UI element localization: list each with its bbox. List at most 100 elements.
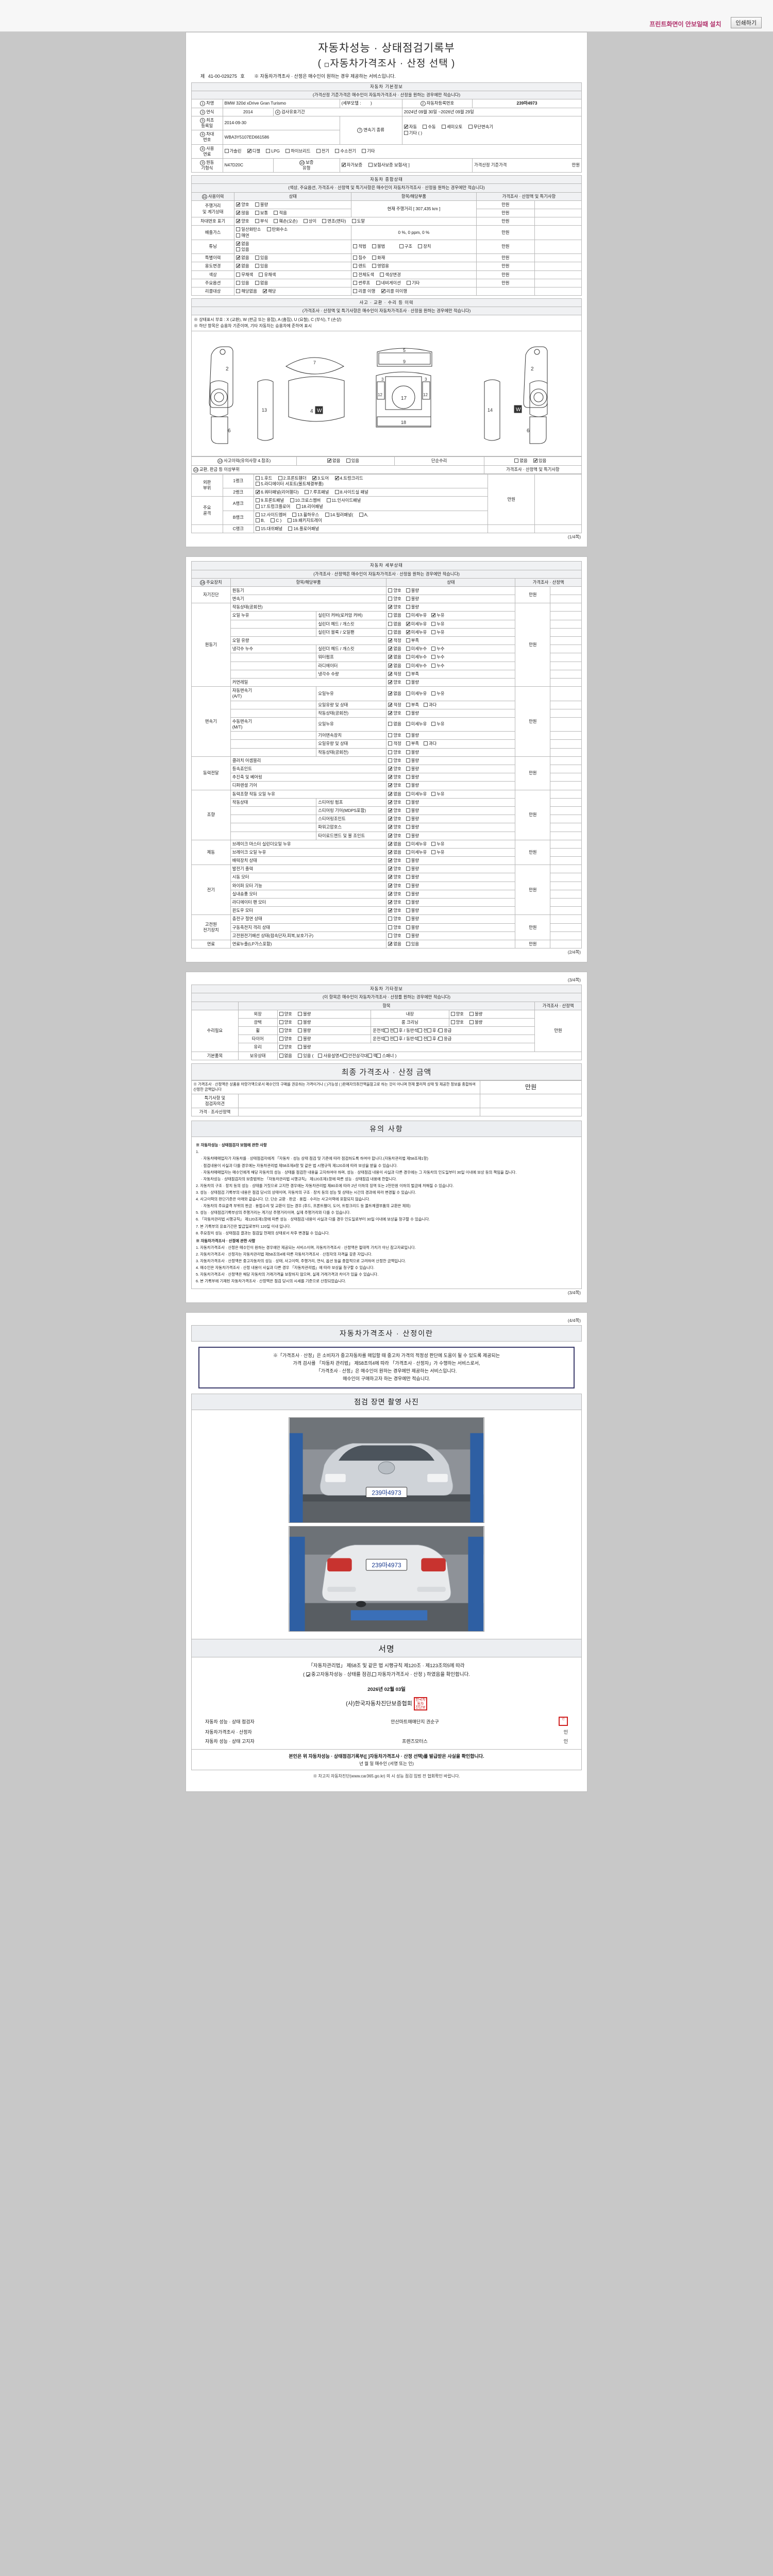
detail-option[interactable]: 불량 xyxy=(406,604,419,610)
part-wheel-house[interactable]: 13.휠하우스 xyxy=(292,512,319,518)
checkbox-unchecked[interactable] xyxy=(388,630,393,634)
detail-option[interactable]: 양호 xyxy=(388,816,401,822)
detail-option[interactable]: 누유 xyxy=(431,630,445,635)
checkbox-checked[interactable] xyxy=(388,637,393,643)
checkbox-checked[interactable] xyxy=(388,833,393,839)
detail-option[interactable]: 미세누수 xyxy=(406,654,427,660)
part-floor-panel[interactable]: 16.플로어패널 xyxy=(288,526,319,532)
checkbox-unchecked[interactable] xyxy=(406,655,410,659)
part-door[interactable]: 3.도어 xyxy=(312,475,329,481)
detail-option[interactable]: 불량 xyxy=(406,816,419,822)
options-yes[interactable]: 있음 xyxy=(236,280,249,286)
special-fire[interactable]: 화재 xyxy=(372,255,385,261)
detail-option[interactable]: 불량 xyxy=(406,774,419,780)
detail-option[interactable]: 없음 xyxy=(388,613,401,618)
detail-option[interactable]: 부족 xyxy=(406,702,419,708)
part-pillar-panel[interactable]: 14.필러패널( xyxy=(325,512,353,518)
emission-smoke[interactable]: 매연 xyxy=(236,233,249,239)
part-rear-panel[interactable]: 18.리어패널 xyxy=(296,504,323,510)
color-chromatic[interactable]: 유채색 xyxy=(259,272,276,278)
checkbox-unchecked[interactable] xyxy=(406,671,410,676)
checkbox-unchecked[interactable] xyxy=(431,630,436,634)
usechange-none[interactable]: 없음 xyxy=(236,263,249,269)
checkbox-checked[interactable] xyxy=(388,791,393,797)
checkbox-unchecked[interactable] xyxy=(406,588,410,592)
detail-option[interactable]: 불량 xyxy=(406,800,419,805)
tire-good[interactable]: 양호 xyxy=(279,1036,292,1042)
checkbox-checked[interactable] xyxy=(388,604,393,610)
detail-option[interactable]: 양호 xyxy=(388,733,401,738)
part-pillar-a[interactable]: A, xyxy=(359,512,368,518)
detail-option[interactable]: 불량 xyxy=(406,925,419,930)
polish-good[interactable]: 양호 xyxy=(279,1020,292,1025)
item-spanner[interactable] xyxy=(377,1053,381,1058)
checkbox-unchecked[interactable] xyxy=(406,833,410,838)
mileage-bad[interactable]: 불량 xyxy=(255,202,268,208)
simple-none[interactable]: 없음 xyxy=(514,458,528,464)
detail-option[interactable]: 적정 xyxy=(388,741,401,747)
checkbox-unchecked[interactable] xyxy=(406,733,410,738)
detail-option[interactable]: 없음 xyxy=(388,791,401,797)
detail-option[interactable]: 불량 xyxy=(406,808,419,814)
detail-option[interactable]: 없음 xyxy=(388,646,401,652)
detail-option[interactable]: 누수 xyxy=(431,663,445,669)
checkbox-unchecked[interactable] xyxy=(388,933,393,938)
checkbox-checked[interactable] xyxy=(388,941,393,947)
part-pillar-b[interactable]: B, xyxy=(256,518,265,523)
usechange-rent[interactable]: 렌트 xyxy=(353,263,366,269)
checkbox-unchecked[interactable] xyxy=(406,741,410,746)
detail-option[interactable]: 누유 xyxy=(431,841,445,847)
checkbox-unchecked[interactable] xyxy=(388,588,393,592)
checkbox-checked[interactable] xyxy=(388,841,393,847)
exterior-good[interactable]: 양호 xyxy=(279,1011,292,1017)
mileage-good[interactable]: 양호 xyxy=(236,201,249,208)
interior-good[interactable]: 양호 xyxy=(450,1011,464,1017)
checkbox-unchecked[interactable] xyxy=(406,933,410,938)
detail-option[interactable]: 과다 xyxy=(424,702,436,708)
checkbox-unchecked[interactable] xyxy=(406,941,410,946)
tuning-structure[interactable]: 구조 xyxy=(399,244,412,249)
checkbox-checked[interactable] xyxy=(388,702,393,708)
trans-opt-semiauto[interactable]: 세미오토 xyxy=(441,124,462,130)
part-side-member[interactable]: 12.사이드멤버 xyxy=(256,512,287,518)
checkbox-unchecked[interactable] xyxy=(406,875,410,879)
trans-opt-cvt[interactable]: 무단변속기 xyxy=(468,124,493,130)
recall-done[interactable]: 리콜 이행 xyxy=(353,289,375,294)
detail-option[interactable]: 미세누수 xyxy=(406,646,427,652)
checkbox-unchecked[interactable] xyxy=(406,825,410,829)
checkbox-unchecked[interactable] xyxy=(406,597,410,601)
checkbox-checked[interactable] xyxy=(388,646,393,652)
detail-option[interactable]: 미세누유 xyxy=(406,721,427,727)
detail-option[interactable]: 누유 xyxy=(431,691,445,697)
detail-option[interactable]: 과다 xyxy=(424,741,436,747)
print-button[interactable]: 인쇄하기 xyxy=(730,17,762,28)
detail-option[interactable]: 누수 xyxy=(431,654,445,660)
checkbox-checked[interactable] xyxy=(388,816,393,822)
checkbox-unchecked[interactable] xyxy=(406,925,410,929)
detail-option[interactable]: 양호 xyxy=(388,933,401,939)
detail-option[interactable]: 양호 xyxy=(388,891,401,897)
fuel-opt-lpg[interactable]: LPG xyxy=(266,148,280,154)
trans-opt-auto[interactable]: 자동 xyxy=(404,124,417,130)
tuning-legal[interactable]: 적법 xyxy=(353,244,366,249)
checkbox-unchecked[interactable] xyxy=(406,783,410,788)
detail-option[interactable]: 불량 xyxy=(406,908,419,913)
wheel-bad[interactable]: 불량 xyxy=(298,1028,311,1033)
accident-yes[interactable]: 있음 xyxy=(346,458,359,464)
detail-option[interactable]: 누유 xyxy=(431,621,445,627)
detail-option[interactable]: 불량 xyxy=(406,858,419,863)
detail-option[interactable]: 미세누유 xyxy=(406,850,427,855)
checkbox-unchecked[interactable] xyxy=(406,891,410,896)
tuning-device[interactable]: 장치 xyxy=(418,244,431,249)
part-pillar-c[interactable]: C ) xyxy=(271,518,281,523)
detail-option[interactable]: 불량 xyxy=(406,783,419,788)
part-cross-member[interactable]: 10.크로스멤버 xyxy=(290,498,321,503)
fuel-opt-hybrid[interactable]: 하이브리드 xyxy=(285,148,310,154)
detail-option[interactable]: 불량 xyxy=(406,680,419,685)
checkbox-unchecked[interactable] xyxy=(406,702,410,707)
checkbox-unchecked[interactable] xyxy=(406,680,410,684)
fuel-opt-other[interactable]: 기타 xyxy=(362,148,375,154)
item-triangle[interactable] xyxy=(343,1053,347,1058)
detail-option[interactable]: 양호 xyxy=(388,857,401,863)
checkbox-checked[interactable] xyxy=(388,710,393,716)
